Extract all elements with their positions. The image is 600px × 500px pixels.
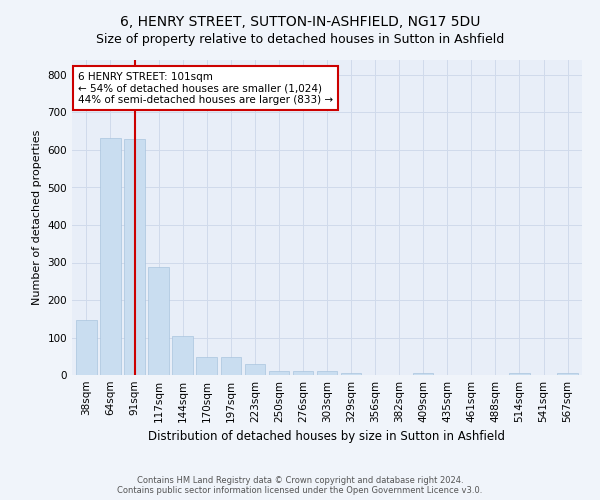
X-axis label: Distribution of detached houses by size in Sutton in Ashfield: Distribution of detached houses by size … xyxy=(149,430,505,444)
Text: Size of property relative to detached houses in Sutton in Ashfield: Size of property relative to detached ho… xyxy=(96,32,504,46)
Bar xyxy=(413,373,433,375)
Bar xyxy=(221,358,241,375)
Text: 6, HENRY STREET, SUTTON-IN-ASHFIELD, NG17 5DU: 6, HENRY STREET, SUTTON-IN-ASHFIELD, NG1… xyxy=(120,15,480,29)
Bar xyxy=(100,138,121,375)
Bar xyxy=(196,358,217,375)
Y-axis label: Number of detached properties: Number of detached properties xyxy=(32,130,42,305)
Bar xyxy=(509,373,530,375)
Bar xyxy=(269,371,289,375)
Text: 6 HENRY STREET: 101sqm
← 54% of detached houses are smaller (1,024)
44% of semi-: 6 HENRY STREET: 101sqm ← 54% of detached… xyxy=(78,72,333,104)
Bar xyxy=(341,373,361,375)
Bar xyxy=(317,371,337,375)
Bar xyxy=(557,373,578,375)
Bar xyxy=(245,364,265,375)
Bar xyxy=(148,268,169,375)
Text: Contains HM Land Registry data © Crown copyright and database right 2024.
Contai: Contains HM Land Registry data © Crown c… xyxy=(118,476,482,495)
Bar xyxy=(76,320,97,375)
Bar xyxy=(172,336,193,375)
Bar xyxy=(124,138,145,375)
Bar xyxy=(293,371,313,375)
